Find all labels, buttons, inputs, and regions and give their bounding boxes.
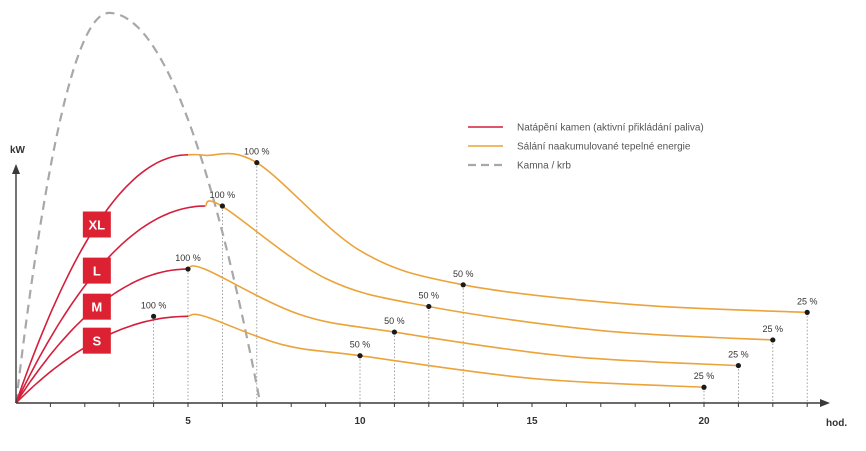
data-label-l-0: 100 % (210, 190, 236, 200)
size-badge-label-m: M (91, 300, 102, 315)
data-point-xl-1 (460, 282, 466, 288)
data-label-l-2: 25 % (763, 324, 784, 334)
legend-label-2: Kamna / krb (517, 161, 571, 172)
data-point-m-0 (185, 266, 191, 272)
data-point-l-1 (426, 303, 432, 310)
legend-label-1: Sálání naakumulované tepelné energie (517, 142, 691, 153)
data-point-s-1 (357, 353, 363, 359)
guide-lines (153, 162, 808, 403)
stove-curve-group (14, 11, 262, 404)
size-badge-label-l: L (93, 264, 101, 279)
data-label-xl-1: 50 % (453, 269, 474, 279)
radiation-curve-s (187, 313, 705, 388)
size-badge-xl (82, 211, 111, 238)
size-badge-label-xl: XL (89, 218, 106, 233)
heating-curve-l (15, 205, 206, 404)
x-axis-label: hod. (826, 418, 847, 429)
axes: kW hod. (10, 145, 847, 429)
x-tick-label-15: 15 (526, 416, 538, 427)
legend: Natápění kamen (aktivní přikládání paliv… (468, 123, 704, 172)
data-label-m-0: 100 % (175, 253, 201, 263)
radiation-curve-m (187, 265, 739, 367)
data-point-m-2 (735, 362, 742, 369)
data-label-m-2: 25 % (728, 350, 749, 360)
data-label-l-1: 50 % (419, 290, 440, 300)
data-point-m-1 (391, 329, 397, 335)
data-marks: 100 % 50 % 25 % 100 % 50 % 25 % 100 % 50 % 25 % 1… (141, 147, 818, 390)
x-tick-label-5: 5 (185, 416, 191, 427)
data-label-s-1: 50 % (350, 340, 371, 350)
data-label-xl-0: 100 % (244, 147, 270, 157)
size-badge-l (82, 257, 111, 284)
x-ticks: 5 10 15 20 (49, 403, 808, 427)
data-point-xl-0 (254, 160, 260, 166)
radiation-curve-l (204, 200, 773, 341)
data-label-s-2: 25 % (694, 371, 715, 381)
data-label-xl-2: 25 % (797, 296, 818, 306)
radiation-curve-xl (187, 152, 808, 314)
data-label-m-1: 50 % (384, 316, 405, 326)
data-label-s-0: 100 % (141, 300, 167, 310)
x-tick-label-10: 10 (354, 416, 366, 427)
data-point-xl-2 (804, 309, 810, 315)
size-badges: XL L M S (82, 211, 111, 354)
size-badge-s (82, 327, 111, 354)
size-badge-m (82, 293, 111, 320)
size-badge-label-s: S (93, 334, 102, 349)
data-point-s-2 (701, 384, 707, 390)
y-axis-arrow (12, 164, 20, 174)
x-tick-label-20: 20 (698, 416, 710, 427)
x-axis-arrow (820, 399, 830, 407)
series-curves (15, 152, 808, 404)
data-point-s-0 (151, 313, 157, 319)
data-point-l-0 (219, 203, 225, 209)
legend-label-0: Natápění kamen (aktivní přikládání paliv… (517, 123, 704, 134)
stove-curve (14, 11, 262, 404)
data-point-l-2 (770, 337, 776, 343)
y-axis-label: kW (10, 145, 26, 156)
